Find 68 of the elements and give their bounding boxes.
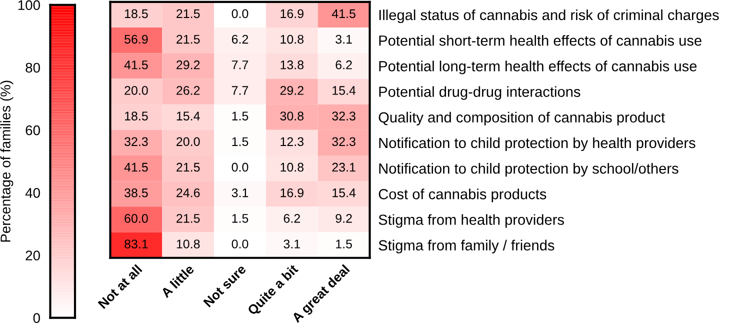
data-label: 6.2: [336, 60, 352, 70]
x-tick-label: Not at all: [97, 264, 142, 310]
data-label: 1.5: [232, 112, 248, 120]
y-tick-label: Cost of cannabis products: [378, 188, 546, 202]
y-tick-label: Quality and composition of cannabis product: [378, 112, 665, 126]
data-label: 56.9: [124, 34, 148, 44]
y-tick-label: Potential drug-drug interactions: [379, 86, 580, 100]
data-label: 21.5: [176, 214, 200, 223]
data-label: 1.5: [336, 240, 352, 248]
data-label: 10.8: [176, 240, 200, 248]
data-label: 21.5: [176, 34, 200, 44]
data-label: 0.0: [232, 9, 248, 18]
data-label: 29.2: [176, 60, 200, 70]
data-label: 3.1: [284, 240, 300, 248]
data-label: 7.7: [232, 60, 248, 70]
data-label: 6.2: [232, 34, 248, 44]
data-label: 21.5: [176, 9, 200, 18]
data-label: 9.2: [336, 214, 352, 223]
data-label: 7.7: [232, 86, 248, 95]
data-label: 6.2: [284, 214, 300, 223]
data-label: 10.8: [280, 34, 304, 44]
data-label: 12.3: [280, 137, 304, 146]
data-label: 15.4: [332, 86, 356, 95]
data-label: 10.8: [280, 162, 304, 172]
y-tick-label: Potential short-term health effects of cannabis use: [379, 35, 702, 46]
y-tick-label: Stigma from health providers: [378, 214, 564, 228]
color-bar-label: 60: [26, 125, 40, 136]
data-label: 1.5: [232, 137, 248, 146]
data-label: 60.0: [124, 214, 148, 223]
y-tick-label: Notification to child protection by health providers: [379, 137, 696, 152]
data-label: 15.4: [332, 188, 356, 198]
color-bar-label: 20: [26, 250, 40, 260]
y-tick-label: Notification to child protection by school/others: [379, 163, 678, 177]
data-label: 13.8: [280, 60, 304, 70]
data-label: 0.0: [232, 162, 248, 172]
data-label: 32.3: [332, 112, 356, 120]
data-label: 0.0: [232, 240, 248, 248]
data-label: 18.5: [124, 112, 148, 120]
data-label: 32.3: [124, 137, 148, 146]
data-label: 24.6: [176, 188, 200, 198]
data-label: 41.5: [124, 60, 148, 70]
data-label: 23.1: [332, 162, 356, 172]
y-tick-label: Illegal status of cannabis and risk of criminal charges: [379, 9, 719, 24]
data-label: 3.1: [336, 34, 352, 44]
data-label: 16.9: [280, 188, 304, 198]
data-label: 26.2: [176, 86, 200, 95]
y-tick-label: Stigma from family / friends: [378, 240, 554, 254]
color-bar-label: 100: [18, 0, 40, 10]
data-label: 32.3: [332, 137, 356, 146]
data-label: 30.8: [280, 112, 304, 120]
data-label: 20.0: [176, 137, 200, 146]
color-bar-label: 80: [26, 62, 40, 73]
y-tick-label: Potential long-term health effects of cannabis use: [379, 60, 697, 74]
color-bar-title: Percentage of families (%): [0, 80, 14, 242]
color-bar-label: 0: [33, 313, 40, 324]
data-label: 15.4: [176, 112, 200, 120]
data-label: 38.5: [124, 188, 148, 198]
data-label: 83.1: [124, 240, 148, 248]
color-bar-label: 40: [25, 188, 40, 198]
data-label: 18.5: [124, 9, 148, 18]
data-label: 1.5: [232, 214, 248, 223]
data-label: 21.5: [176, 162, 200, 172]
data-label: 20.0: [124, 86, 148, 95]
data-label: 16.9: [280, 9, 304, 18]
data-label: 3.1: [232, 188, 248, 198]
data-label: 41.5: [332, 9, 356, 18]
data-label: 29.2: [280, 86, 304, 95]
data-label: 41.5: [124, 162, 148, 172]
